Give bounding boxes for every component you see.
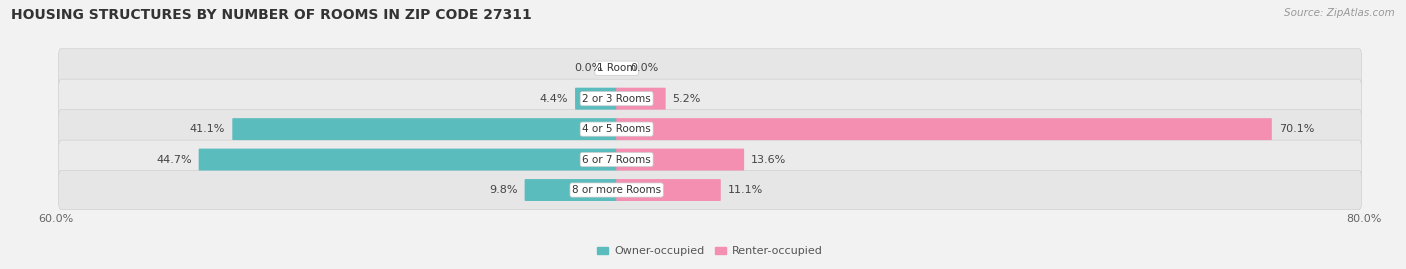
Text: 4 or 5 Rooms: 4 or 5 Rooms — [582, 124, 651, 134]
FancyBboxPatch shape — [59, 171, 1361, 210]
FancyBboxPatch shape — [616, 148, 744, 171]
Text: 70.1%: 70.1% — [1279, 124, 1315, 134]
Text: 4.4%: 4.4% — [540, 94, 568, 104]
Text: 0.0%: 0.0% — [631, 63, 659, 73]
Text: 8 or more Rooms: 8 or more Rooms — [572, 185, 661, 195]
FancyBboxPatch shape — [59, 49, 1361, 88]
FancyBboxPatch shape — [616, 118, 1272, 140]
FancyBboxPatch shape — [59, 110, 1361, 148]
FancyBboxPatch shape — [59, 140, 1361, 179]
FancyBboxPatch shape — [616, 179, 721, 201]
Text: 5.2%: 5.2% — [672, 94, 702, 104]
FancyBboxPatch shape — [198, 148, 617, 171]
Text: 41.1%: 41.1% — [190, 124, 225, 134]
Text: 11.1%: 11.1% — [728, 185, 763, 195]
Legend: Owner-occupied, Renter-occupied: Owner-occupied, Renter-occupied — [593, 242, 827, 261]
Text: 13.6%: 13.6% — [751, 155, 786, 165]
Text: 0.0%: 0.0% — [575, 63, 603, 73]
Text: 1 Room: 1 Room — [598, 63, 637, 73]
Text: HOUSING STRUCTURES BY NUMBER OF ROOMS IN ZIP CODE 27311: HOUSING STRUCTURES BY NUMBER OF ROOMS IN… — [11, 8, 531, 22]
FancyBboxPatch shape — [232, 118, 617, 140]
Text: 44.7%: 44.7% — [156, 155, 191, 165]
FancyBboxPatch shape — [59, 79, 1361, 118]
FancyBboxPatch shape — [575, 88, 617, 110]
Text: Source: ZipAtlas.com: Source: ZipAtlas.com — [1284, 8, 1395, 18]
FancyBboxPatch shape — [524, 179, 617, 201]
FancyBboxPatch shape — [616, 88, 665, 110]
Text: 6 or 7 Rooms: 6 or 7 Rooms — [582, 155, 651, 165]
Text: 9.8%: 9.8% — [489, 185, 517, 195]
Text: 2 or 3 Rooms: 2 or 3 Rooms — [582, 94, 651, 104]
